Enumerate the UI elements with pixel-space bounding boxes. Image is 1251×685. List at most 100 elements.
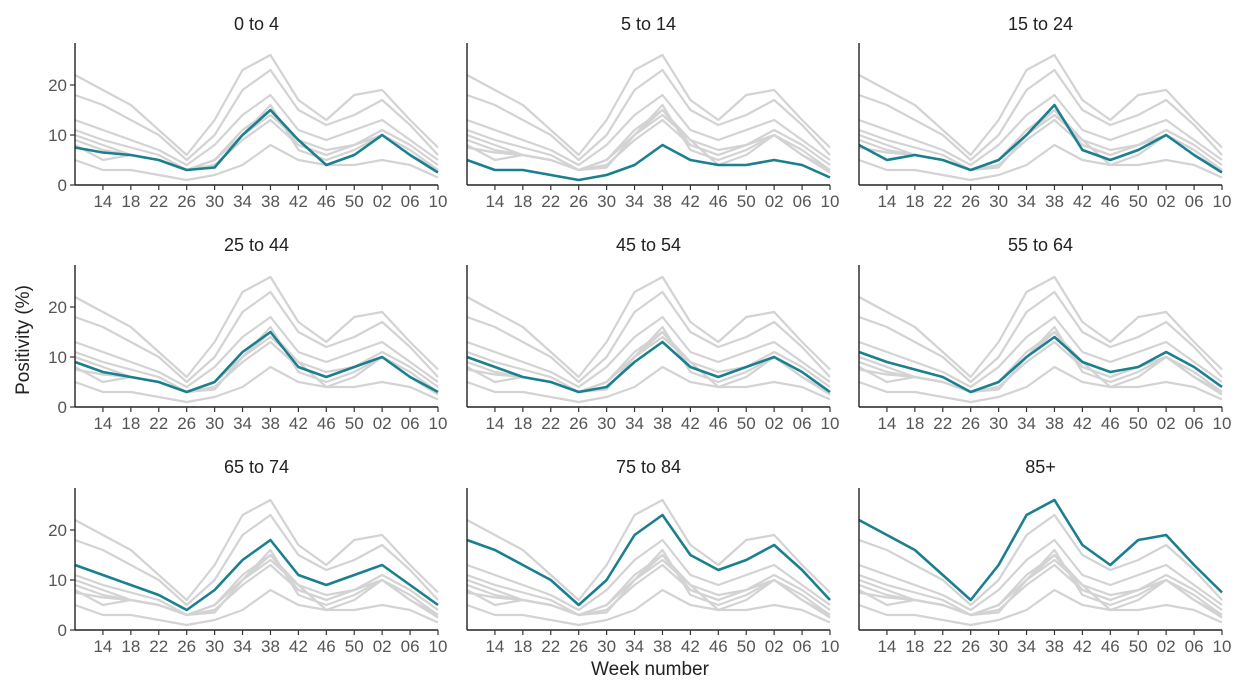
x-tick-label: 38: [1045, 637, 1064, 656]
x-tick-label: 34: [1017, 414, 1036, 433]
x-tick-label: 02: [1157, 414, 1176, 433]
x-tick-label: 18: [121, 637, 140, 656]
x-tick-label: 50: [737, 414, 756, 433]
x-tick-label: 06: [793, 414, 812, 433]
x-tick-label: 10: [1213, 414, 1232, 433]
x-tick-label: 34: [1017, 192, 1036, 211]
background-series-line: [858, 315, 1223, 389]
x-tick-label: 34: [625, 637, 644, 656]
x-tick-label: 34: [233, 414, 252, 433]
x-tick-label: 26: [569, 192, 588, 211]
background-series-line: [466, 315, 831, 389]
y-axis-title: Positivity (%): [13, 285, 34, 395]
y-tick-label: 0: [58, 176, 67, 195]
x-tick-label: 06: [1185, 192, 1204, 211]
x-tick-label: 46: [1101, 637, 1120, 656]
background-series-line: [466, 53, 831, 157]
panel-4: 45 to 54 14 18 22 26 30 34 38 42 46 50 02 06 10: [466, 235, 839, 433]
x-tick-label: 22: [541, 192, 560, 211]
background-series-line: [466, 93, 831, 167]
background-series-line: [74, 365, 439, 404]
y-tick-label: 20: [48, 298, 67, 317]
x-tick-label: 30: [205, 637, 224, 656]
x-tick-label: 10: [1213, 192, 1232, 211]
x-tick-label: 22: [541, 414, 560, 433]
background-series-line: [74, 113, 439, 172]
background-series-line: [466, 588, 831, 627]
panel-title: 75 to 84: [616, 457, 681, 477]
x-tick-label: 02: [765, 192, 784, 211]
background-series-line: [466, 365, 831, 404]
y-tick-label: 10: [48, 571, 67, 590]
background-series-line: [466, 290, 831, 384]
y-tick-label: 0: [58, 621, 67, 640]
x-tick-label: 14: [877, 637, 896, 656]
x-tick-label: 18: [905, 192, 924, 211]
background-series-line: [466, 113, 831, 172]
panel-5: 55 to 64 14 18 22 26 30 34 38 42 46 50 02 06 10: [858, 235, 1232, 433]
x-tick-label: 42: [1073, 637, 1092, 656]
highlight-series-line: [466, 340, 831, 394]
x-tick-label: 26: [177, 414, 196, 433]
background-series-line: [74, 498, 439, 602]
x-tick-label: 38: [653, 637, 672, 656]
x-tick-label: 02: [1157, 192, 1176, 211]
x-tick-label: 18: [513, 414, 532, 433]
x-tick-label: 50: [737, 192, 756, 211]
x-tick-label: 42: [289, 414, 308, 433]
background-series-line: [466, 498, 831, 602]
background-series-line: [466, 538, 831, 612]
x-tick-label: 30: [205, 192, 224, 211]
background-series-line: [466, 335, 831, 394]
x-tick-label: 46: [317, 637, 336, 656]
background-series-line: [858, 558, 1223, 617]
x-tick-label: 18: [121, 192, 140, 211]
background-series-line: [858, 143, 1223, 182]
panel-2: 15 to 24 14 18 22 26 30 34 38 42 46 50 02 06 10: [858, 14, 1232, 211]
x-tick-label: 06: [401, 637, 420, 656]
background-series-line: [858, 275, 1223, 379]
background-series-line: [858, 365, 1223, 404]
x-tick-label: 30: [597, 637, 616, 656]
x-tick-label: 50: [737, 637, 756, 656]
background-series-line: [74, 513, 439, 607]
panel-0: 0 to 4 0 10 20 14 18 22 26 30 34 38 42 46 50 02 06 10: [48, 14, 447, 211]
x-tick-label: 18: [905, 414, 924, 433]
x-tick-label: 26: [569, 414, 588, 433]
x-tick-label: 06: [1185, 414, 1204, 433]
x-tick-label: 18: [513, 637, 532, 656]
x-tick-label: 22: [149, 414, 168, 433]
x-tick-label: 06: [401, 414, 420, 433]
background-series-line: [74, 275, 439, 379]
background-series-line: [466, 558, 831, 617]
background-series-line: [858, 113, 1223, 172]
x-tick-label: 50: [1129, 414, 1148, 433]
highlight-series-line: [858, 498, 1223, 602]
highlight-series-line: [74, 538, 439, 612]
x-tick-label: 18: [905, 637, 924, 656]
x-tick-label: 30: [989, 414, 1008, 433]
x-tick-label: 26: [961, 637, 980, 656]
x-tick-label: 22: [933, 192, 952, 211]
x-tick-label: 18: [121, 414, 140, 433]
x-tick-label: 38: [1045, 414, 1064, 433]
panel-title: 65 to 74: [224, 457, 289, 477]
x-tick-label: 14: [485, 414, 504, 433]
x-tick-label: 38: [653, 192, 672, 211]
x-tick-label: 50: [345, 414, 364, 433]
x-axis-title: Week number: [591, 659, 710, 680]
x-tick-label: 30: [597, 414, 616, 433]
x-tick-label: 14: [485, 637, 504, 656]
x-tick-label: 46: [317, 192, 336, 211]
background-series-line: [74, 340, 439, 394]
panel-1: 5 to 14 14 18 22 26 30 34 38 42 46 50 02 06 10: [466, 14, 839, 211]
background-series-line: [858, 563, 1223, 617]
highlight-series-line: [466, 513, 831, 607]
x-tick-label: 46: [317, 414, 336, 433]
y-tick-label: 20: [48, 76, 67, 95]
x-tick-label: 38: [261, 637, 280, 656]
x-tick-label: 38: [261, 414, 280, 433]
background-series-line: [74, 588, 439, 627]
x-tick-label: 26: [961, 414, 980, 433]
